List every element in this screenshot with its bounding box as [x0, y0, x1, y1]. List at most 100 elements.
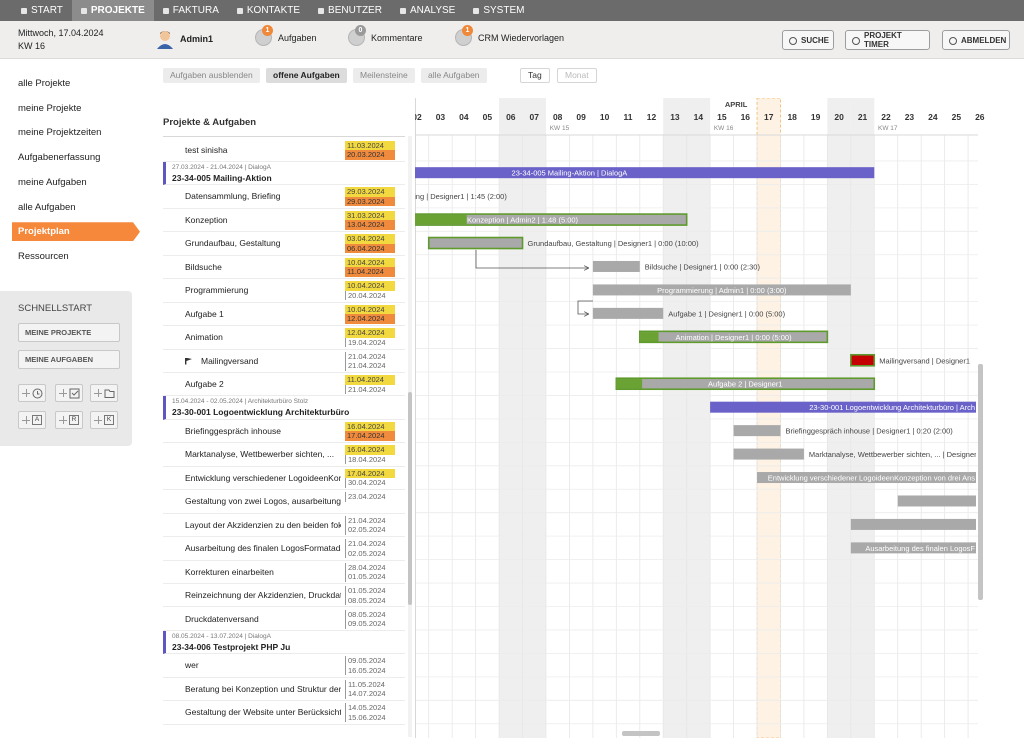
- task-date: 29.03.2024: [345, 196, 395, 207]
- task-row[interactable]: Korrekturen einarbeiten 28.04.2024 01.05.2…: [163, 561, 405, 585]
- quick-button[interactable]: MEINE AUFGABEN: [18, 350, 120, 369]
- bar-label: Datensammlung, Briefing | Designer1 | 1:…: [415, 192, 507, 201]
- day-label: 15: [717, 112, 727, 122]
- sidebar-item[interactable]: meine Aufgaben: [18, 176, 87, 188]
- sidebar-item[interactable]: meine Projekte: [18, 102, 82, 114]
- filter-button[interactable]: offene Aufgaben: [266, 68, 347, 83]
- day-label: 06: [506, 112, 516, 122]
- list-scroll-thumb[interactable]: [408, 392, 412, 605]
- task-name: Animation: [185, 332, 223, 343]
- header-button[interactable]: ABMELDEN: [942, 30, 1010, 50]
- nav-item[interactable]: PROJEKTE: [71, 0, 154, 21]
- project-row[interactable]: 27.03.2024 - 21.04.2024 | DialogA 23-34-0…: [163, 161, 405, 186]
- task-row[interactable]: test sinisha 11.03.2024 20.03.2024: [163, 139, 405, 162]
- gantt-hscroll-thumb[interactable]: [622, 731, 660, 736]
- task-row[interactable]: Entwicklung verschiedener LogoideenKonz 1…: [163, 467, 405, 491]
- view-button[interactable]: Tag: [520, 68, 550, 83]
- nav-item[interactable]: BENUTZER: [309, 0, 391, 21]
- sidebar-item[interactable]: alle Aufgaben: [18, 201, 76, 213]
- quick-time[interactable]: [18, 384, 46, 402]
- task-row[interactable]: Aufgabe 2 11.04.2024 21.04.2024: [163, 373, 405, 397]
- task-dates: 29.03.2024 29.03.2024: [345, 187, 395, 207]
- quick-icon[interactable]: A: [18, 411, 46, 429]
- task-date: 29.03.2024: [345, 187, 395, 197]
- quick-icon[interactable]: R: [55, 411, 83, 429]
- day-label: 21: [858, 112, 868, 122]
- filter-button[interactable]: Meilensteine: [353, 68, 415, 83]
- sidebar-item[interactable]: meine Projektzeiten: [18, 127, 102, 139]
- task-bar: [850, 353, 876, 367]
- task-dates: 11.05.2024 14.07.2024: [345, 679, 395, 699]
- header-button[interactable]: SUCHE: [782, 30, 834, 50]
- counter[interactable]: 1 CRM Wiedervorlagen: [455, 25, 564, 46]
- week-label: KW 15: [550, 125, 570, 132]
- day-label: 26: [975, 112, 985, 122]
- weekend-column: [850, 98, 875, 738]
- task-row[interactable]: Aufgabe 1 10.04.2024 12.04.2024: [163, 303, 405, 327]
- bar-label: Aufgabe 1 | Designer1 | 0:00 (5:00): [668, 309, 785, 318]
- sidebar-item[interactable]: alle Projekte: [18, 78, 71, 89]
- nav-item[interactable]: FAKTURA: [154, 0, 228, 21]
- task-date: 11.04.2024: [345, 267, 395, 277]
- task-name: Datensammlung, Briefing: [185, 191, 281, 202]
- day-label: 20: [834, 112, 844, 122]
- nav-item[interactable]: START: [12, 0, 72, 21]
- task-row[interactable]: Gestaltung von zwei Logos, ausarbeitung …: [163, 490, 405, 514]
- task-dates: 23.04.2024: [345, 492, 395, 502]
- nav-item[interactable]: KONTAKTE: [228, 0, 309, 21]
- filter-button[interactable]: alle Aufgaben: [421, 68, 487, 83]
- task-bar: [897, 495, 976, 507]
- task-name: Layout der Akzidenzien zu den beiden fok…: [185, 519, 341, 530]
- filter-button[interactable]: Aufgaben ausblenden: [163, 68, 260, 83]
- day-label: 12: [647, 112, 657, 122]
- task-row[interactable]: Gestaltung der Website unter Berücksicht…: [163, 701, 405, 725]
- task-row[interactable]: wer 09.05.2024 16.05.2024: [163, 654, 405, 678]
- task-row[interactable]: Beratung bei Konzeption und Struktur der…: [163, 678, 405, 702]
- view-button[interactable]: Monat: [557, 68, 597, 83]
- task-bar: [757, 472, 976, 484]
- task-row[interactable]: Programmierung 10.04.2024 20.04.2024: [163, 279, 405, 303]
- task-row[interactable]: Bildsuche 10.04.2024 11.04.2024: [163, 256, 405, 280]
- sidebar-item[interactable]: Ressourcen: [18, 250, 69, 262]
- user-name[interactable]: Admin1: [180, 34, 214, 44]
- task-row[interactable]: Mailingversand 21.04.2024 21.04.2024: [163, 350, 405, 373]
- task-row[interactable]: Animation 12.04.2024 19.04.2024: [163, 326, 405, 350]
- sidebar-item[interactable]: Projektplan: [12, 222, 140, 242]
- task-date: 21.04.2024: [345, 351, 395, 362]
- task-row[interactable]: Druckdatenversand 08.05.2024 09.05.2024: [163, 608, 405, 631]
- header-button[interactable]: PROJEKT TIMER: [845, 30, 930, 50]
- task-row[interactable]: Marktanalyse, Wettbewerber sichten, ... 1…: [163, 443, 405, 467]
- task-row[interactable]: Briefinggespräch inhouse 16.04.2024 17.04.…: [163, 420, 405, 444]
- nav-item[interactable]: SYSTEM: [464, 0, 533, 21]
- task-date: 02.05.2024: [345, 548, 395, 559]
- gantt-scroll-thumb[interactable]: [978, 364, 983, 600]
- day-label: 07: [530, 112, 540, 122]
- project-row[interactable]: 15.04.2024 - 02.05.2024 | Architekturbür…: [163, 396, 405, 420]
- quick-icon[interactable]: K: [90, 411, 118, 429]
- task-dates: 21.04.2024 21.04.2024: [345, 351, 395, 371]
- nav-icon: [399, 7, 406, 14]
- task-bar: [850, 542, 976, 554]
- task-row[interactable]: Konzeption 31.03.2024 13.04.2024: [163, 209, 405, 233]
- task-row[interactable]: Datensammlung, Briefing 29.03.2024 29.03.2…: [163, 185, 405, 209]
- task-date: 11.04.2024: [345, 375, 395, 385]
- project-row[interactable]: 08.05.2024 - 13.07.2024 | DialogA 23-34-0…: [163, 630, 405, 655]
- project-meta: 27.03.2024 - 21.04.2024 | DialogA: [172, 163, 271, 171]
- bar-label: Programmierung | Admin1 | 0:00 (3:00): [657, 286, 787, 295]
- nav-icon: [162, 7, 169, 14]
- nav-item[interactable]: ANALYSE: [391, 0, 464, 21]
- day-label: 08: [553, 112, 563, 122]
- counter[interactable]: 1 Aufgaben: [255, 25, 317, 46]
- counter[interactable]: 0 Kommentare: [348, 25, 423, 46]
- quick-button[interactable]: MEINE PROJEKTE: [18, 323, 120, 342]
- task-name: Gestaltung von zwei Logos, ausarbeitung …: [185, 496, 341, 507]
- task-date: 16.05.2024: [345, 665, 395, 676]
- quick-folder[interactable]: [90, 384, 118, 402]
- sidebar-item[interactable]: Aufgabenerfassung: [18, 152, 101, 164]
- task-row[interactable]: Grundaufbau, Gestaltung 03.04.2024 06.04.2…: [163, 232, 405, 256]
- task-row[interactable]: Reinzeichnung der Akzidenzien, Druckdate…: [163, 584, 405, 608]
- quick-task[interactable]: [55, 384, 83, 402]
- task-row[interactable]: Ausarbeitung des finalen LogosFormatadap…: [163, 537, 405, 561]
- task-row[interactable]: Layout der Akzidenzien zu den beiden fok…: [163, 514, 405, 538]
- project-meta: 15.04.2024 - 02.05.2024 | Architekturbür…: [172, 398, 309, 406]
